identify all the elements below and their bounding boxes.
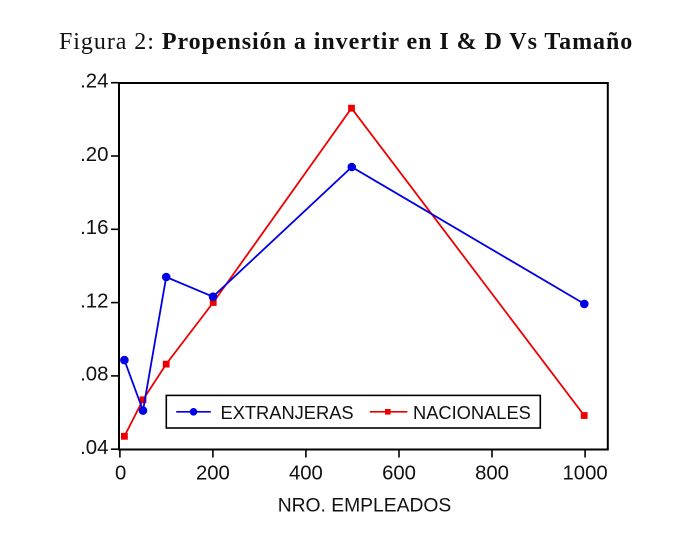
svg-text:.08: .08	[80, 364, 108, 386]
svg-text:1000: 1000	[563, 463, 608, 485]
svg-text:.04: .04	[80, 437, 108, 459]
svg-text:NACIONALES: NACIONALES	[413, 402, 531, 423]
svg-text:.16: .16	[80, 217, 108, 239]
svg-text:400: 400	[289, 463, 323, 485]
svg-text:600: 600	[382, 463, 416, 485]
svg-text:EXTRANJERAS: EXTRANJERAS	[221, 402, 354, 423]
svg-text:200: 200	[196, 463, 230, 485]
svg-text:.12: .12	[80, 290, 108, 312]
svg-text:Figura 2: Propensión a inverti: Figura 2: Propensión a invertir en I & D…	[59, 29, 633, 55]
svg-text:800: 800	[475, 463, 509, 485]
svg-text:NRO. EMPLEADOS: NRO. EMPLEADOS	[278, 496, 452, 517]
svg-text:0: 0	[115, 463, 126, 485]
svg-text:.20: .20	[80, 144, 108, 166]
svg-text:.24: .24	[80, 71, 108, 93]
